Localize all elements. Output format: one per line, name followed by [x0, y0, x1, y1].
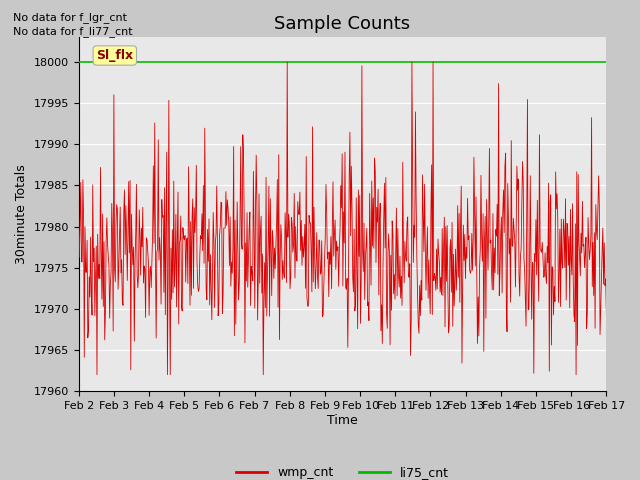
Y-axis label: 30minute Totals: 30minute Totals [15, 164, 28, 264]
Text: No data for f_li77_cnt: No data for f_li77_cnt [13, 26, 132, 37]
Legend: wmp_cnt, li75_cnt: wmp_cnt, li75_cnt [231, 461, 454, 480]
Title: Sample Counts: Sample Counts [275, 15, 411, 33]
X-axis label: Time: Time [327, 414, 358, 427]
Text: No data for f_lgr_cnt: No data for f_lgr_cnt [13, 12, 127, 23]
Text: Sl_flx: Sl_flx [96, 49, 133, 62]
